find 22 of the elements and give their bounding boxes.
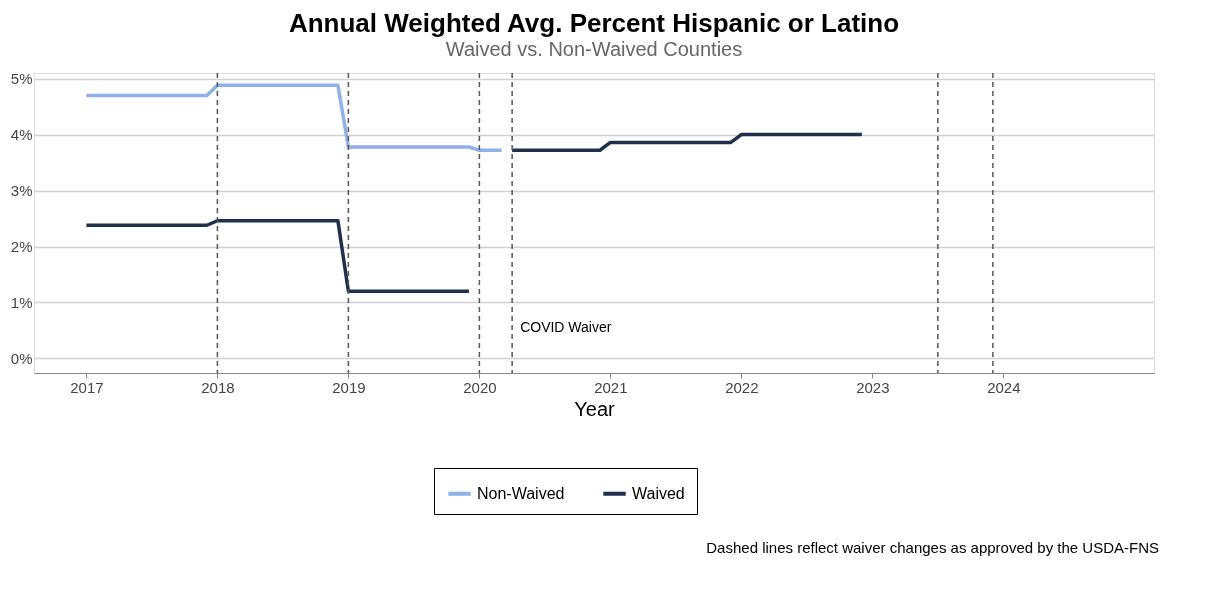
y-tick-label: 0% xyxy=(10,349,33,367)
x-tick-label: 2023 xyxy=(856,378,890,396)
y-tick-label: 4% xyxy=(10,126,33,144)
y-tick-label: 1% xyxy=(10,293,33,311)
x-tick-label: 2017 xyxy=(70,378,104,396)
y-tick-label: 2% xyxy=(10,238,33,256)
legend-label: Waived xyxy=(632,484,685,502)
text: Dashed lines reflect waiver changes as approved by the USDA-FNS xyxy=(706,539,1159,556)
x-axis-title: Year xyxy=(574,397,616,420)
x-tick-label: 2018 xyxy=(201,378,235,396)
x-tick-label: 2020 xyxy=(463,378,497,396)
x-tick-label: 2022 xyxy=(725,378,759,396)
line-series xyxy=(84,83,504,152)
y-tick-label: 3% xyxy=(10,182,33,200)
chart-title: Annual Weighted Avg. Percent Hispanic or Latino xyxy=(288,7,900,38)
ref-line-label: COVID Waiver xyxy=(520,319,612,335)
x-tick-label: 2021 xyxy=(594,378,628,396)
y-tick-label: 5% xyxy=(10,70,33,88)
legend-label: Non-Waived xyxy=(477,484,565,502)
x-tick-label: 2019 xyxy=(332,378,366,396)
chart-subtitle: Waived vs. Non-Waived Counties xyxy=(445,37,743,60)
x-tick-label: 2024 xyxy=(987,378,1021,396)
